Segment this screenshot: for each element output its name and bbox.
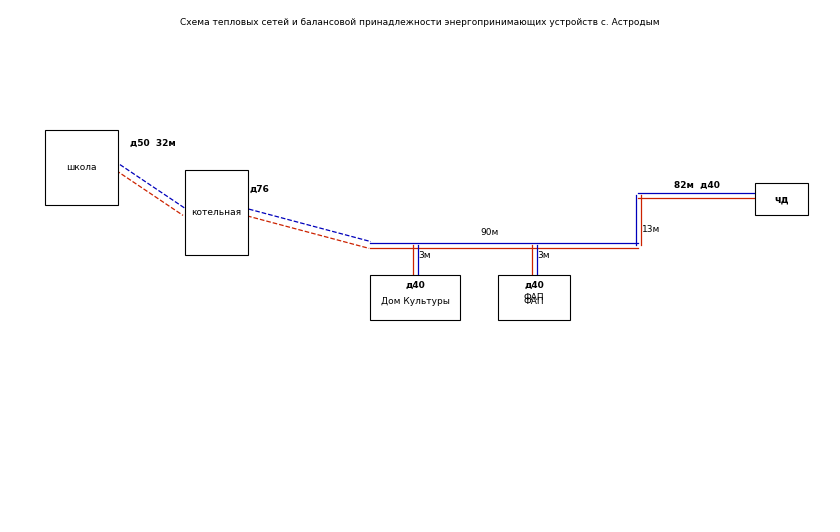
Text: школа: школа	[66, 163, 97, 172]
Bar	[755, 183, 808, 215]
Text: Схема тепловых сетей и балансовой принадлежности энергопринимающих устройств с. : Схема тепловых сетей и балансовой принад…	[181, 18, 659, 27]
Text: д40: д40	[524, 281, 543, 290]
Text: д76: д76	[250, 185, 270, 194]
Text: 3м: 3м	[418, 251, 431, 260]
Text: 3м: 3м	[537, 251, 549, 260]
Text: 13м: 13м	[642, 225, 660, 234]
Bar	[45, 130, 118, 205]
Bar	[185, 170, 248, 255]
Text: ФАП: ФАП	[523, 297, 544, 306]
Text: 90м: 90м	[480, 228, 499, 237]
Text: котельная: котельная	[192, 208, 242, 217]
Text: д50  32м: д50 32м	[130, 139, 176, 148]
Bar	[370, 275, 460, 320]
Text: ФАП: ФАП	[523, 293, 544, 302]
Bar	[498, 275, 570, 320]
Text: чд: чд	[774, 194, 789, 204]
Text: 82м  д40: 82м д40	[674, 181, 719, 190]
Text: д40: д40	[405, 281, 425, 290]
Text: Дом Культуры: Дом Культуры	[381, 297, 449, 306]
